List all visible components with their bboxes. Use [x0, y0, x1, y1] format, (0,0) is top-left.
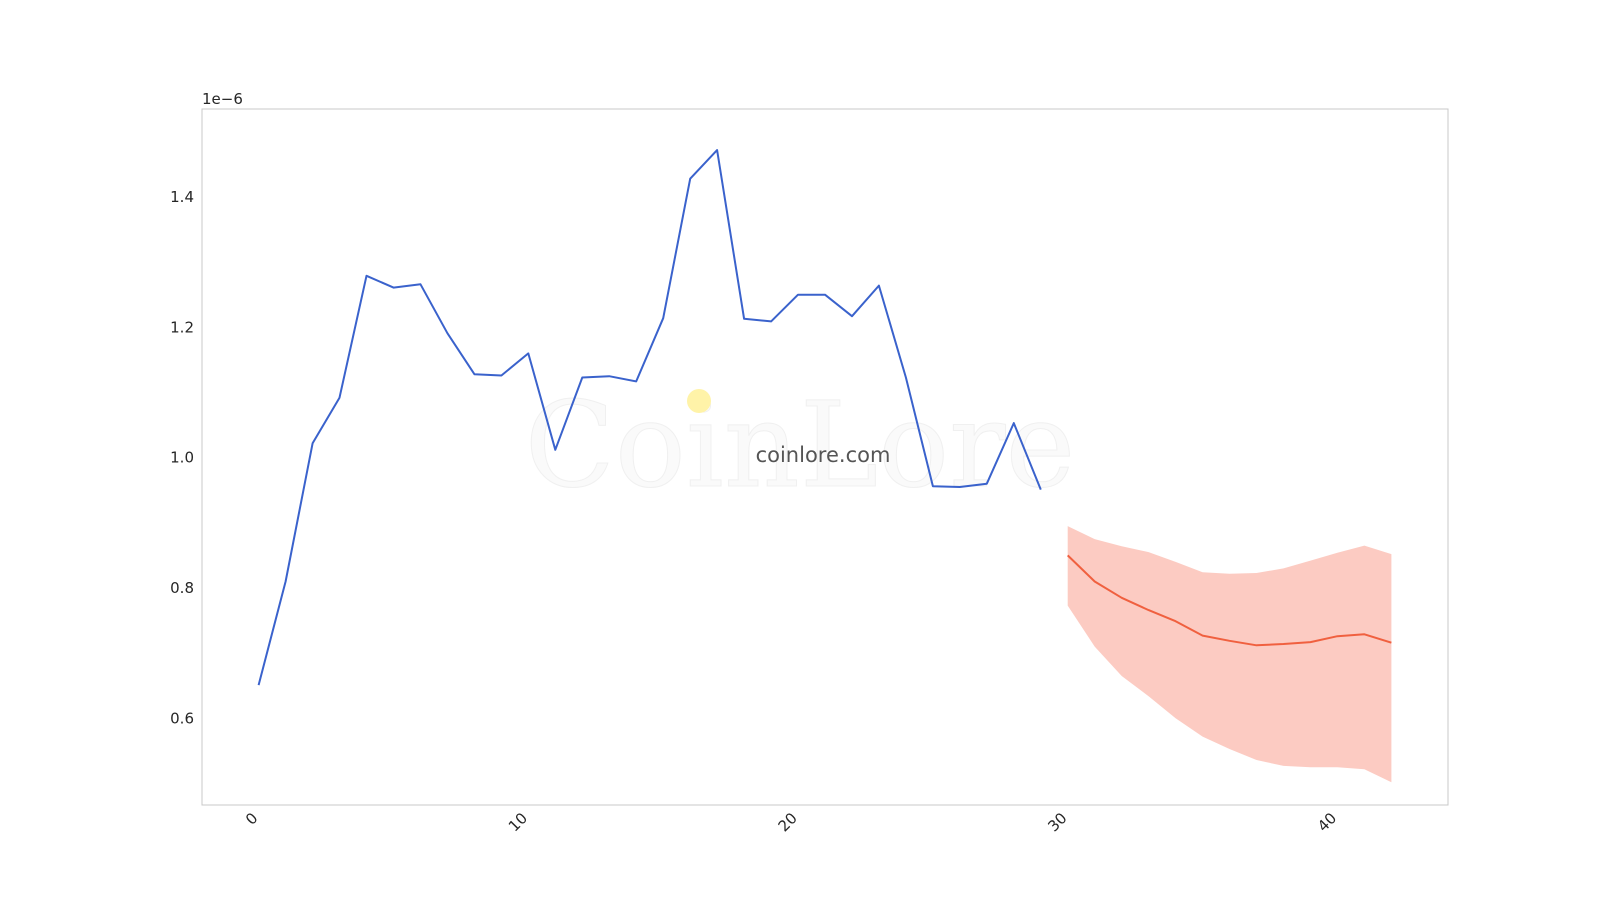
- watermark: CoinLore coinlore.com: [524, 376, 1076, 515]
- x-tick-label: 30: [1044, 809, 1070, 835]
- y-axis-offset-label: 1e−6: [202, 90, 243, 108]
- watermark-url: coinlore.com: [756, 443, 891, 467]
- watermark-dot: [687, 389, 711, 413]
- series-layer: [257, 149, 1392, 783]
- x-tick-label: 20: [775, 809, 801, 835]
- watermark-logo-text: CoinLore: [525, 376, 1076, 514]
- y-tick-label: 1.0: [170, 449, 194, 467]
- forecast-price-line: [1067, 554, 1392, 647]
- x-tick-label: 10: [505, 809, 531, 835]
- y-tick-label: 0.8: [170, 579, 194, 597]
- history-price-line: [257, 149, 1042, 686]
- y-tick-label: 1.2: [170, 318, 194, 336]
- y-axis: 0.6 0.8 1.0 1.2 1.4: [170, 188, 194, 727]
- x-tick-label: 40: [1314, 809, 1340, 835]
- x-axis: 0 10 20 30 40: [242, 809, 1340, 835]
- y-tick-label: 0.6: [170, 709, 194, 727]
- x-tick-label: 0: [242, 809, 261, 828]
- y-tick-label: 1.4: [170, 188, 194, 206]
- forecast-confidence-band: [1067, 526, 1392, 783]
